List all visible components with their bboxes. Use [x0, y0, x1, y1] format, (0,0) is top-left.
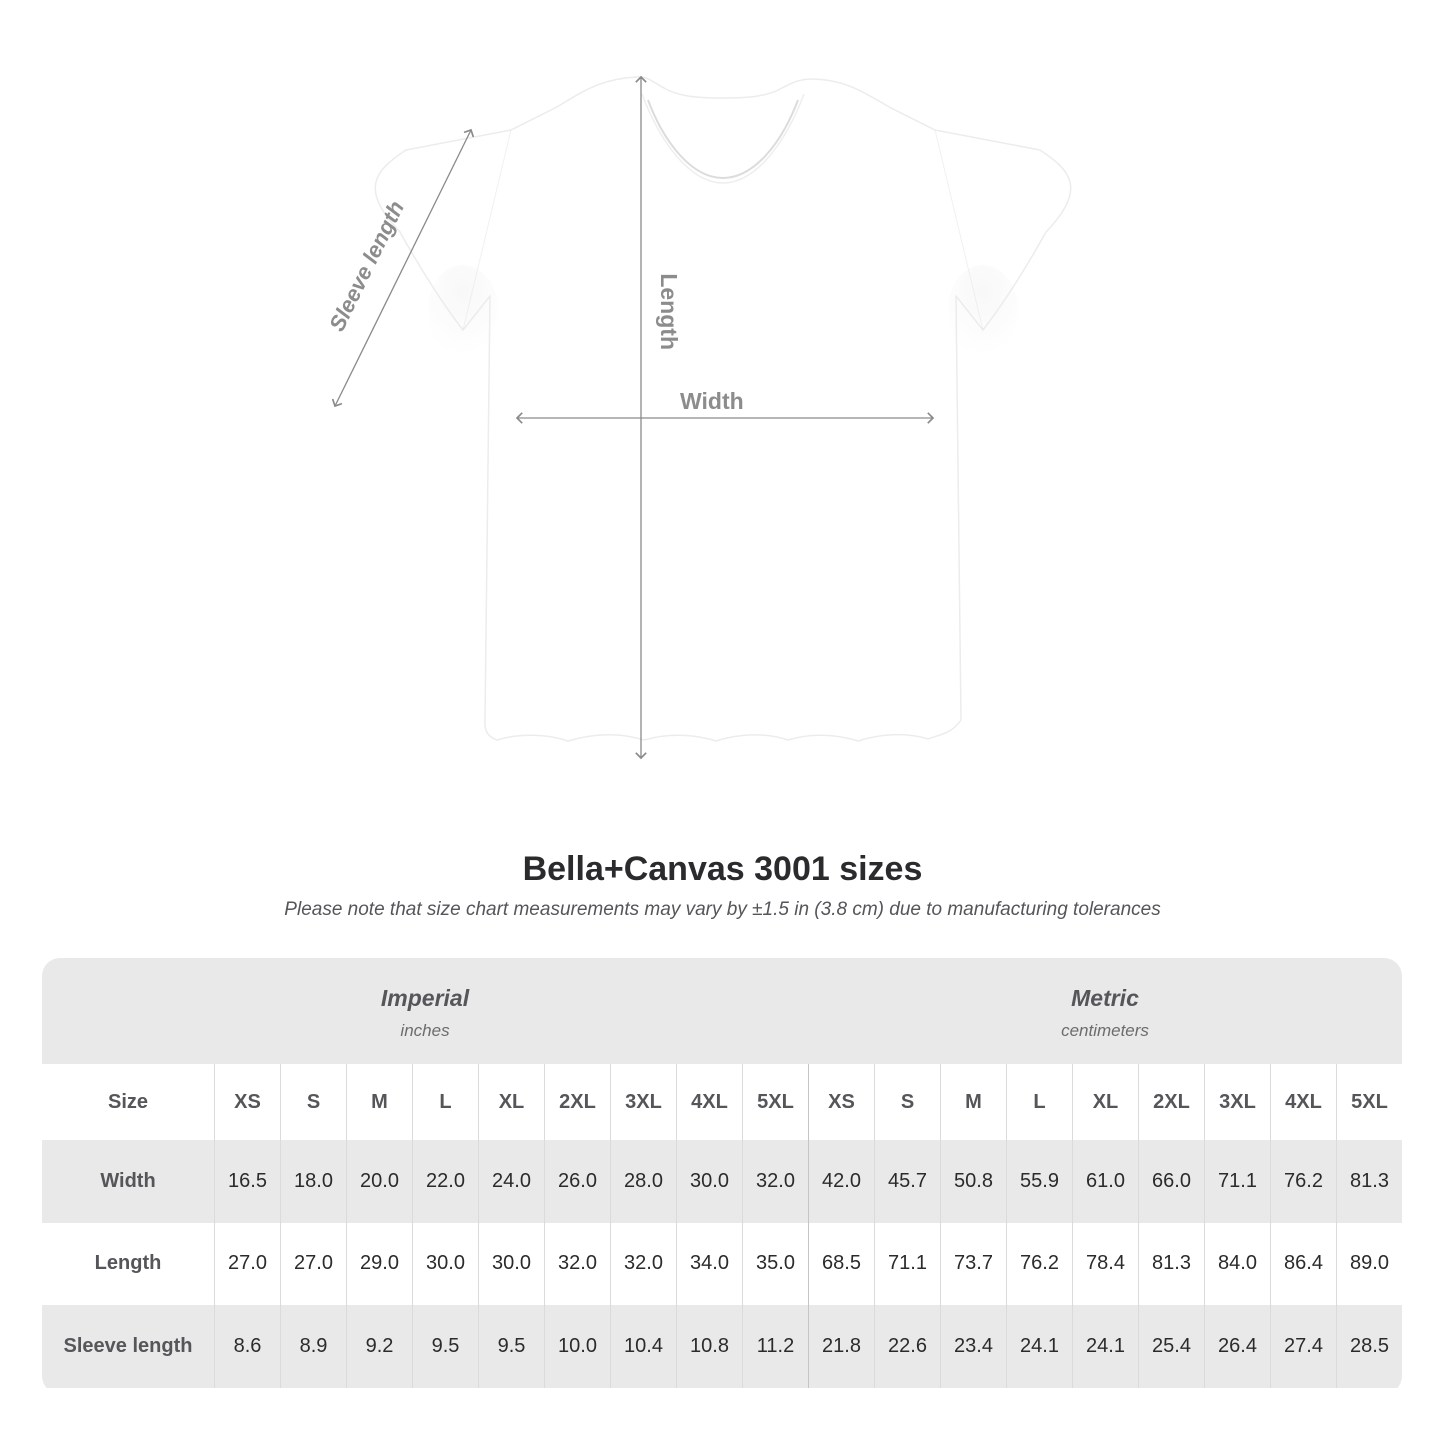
svg-text:Width: Width: [680, 388, 744, 414]
svg-text:Sleeve length: Sleeve length: [324, 197, 409, 335]
svg-text:Length: Length: [656, 273, 682, 350]
